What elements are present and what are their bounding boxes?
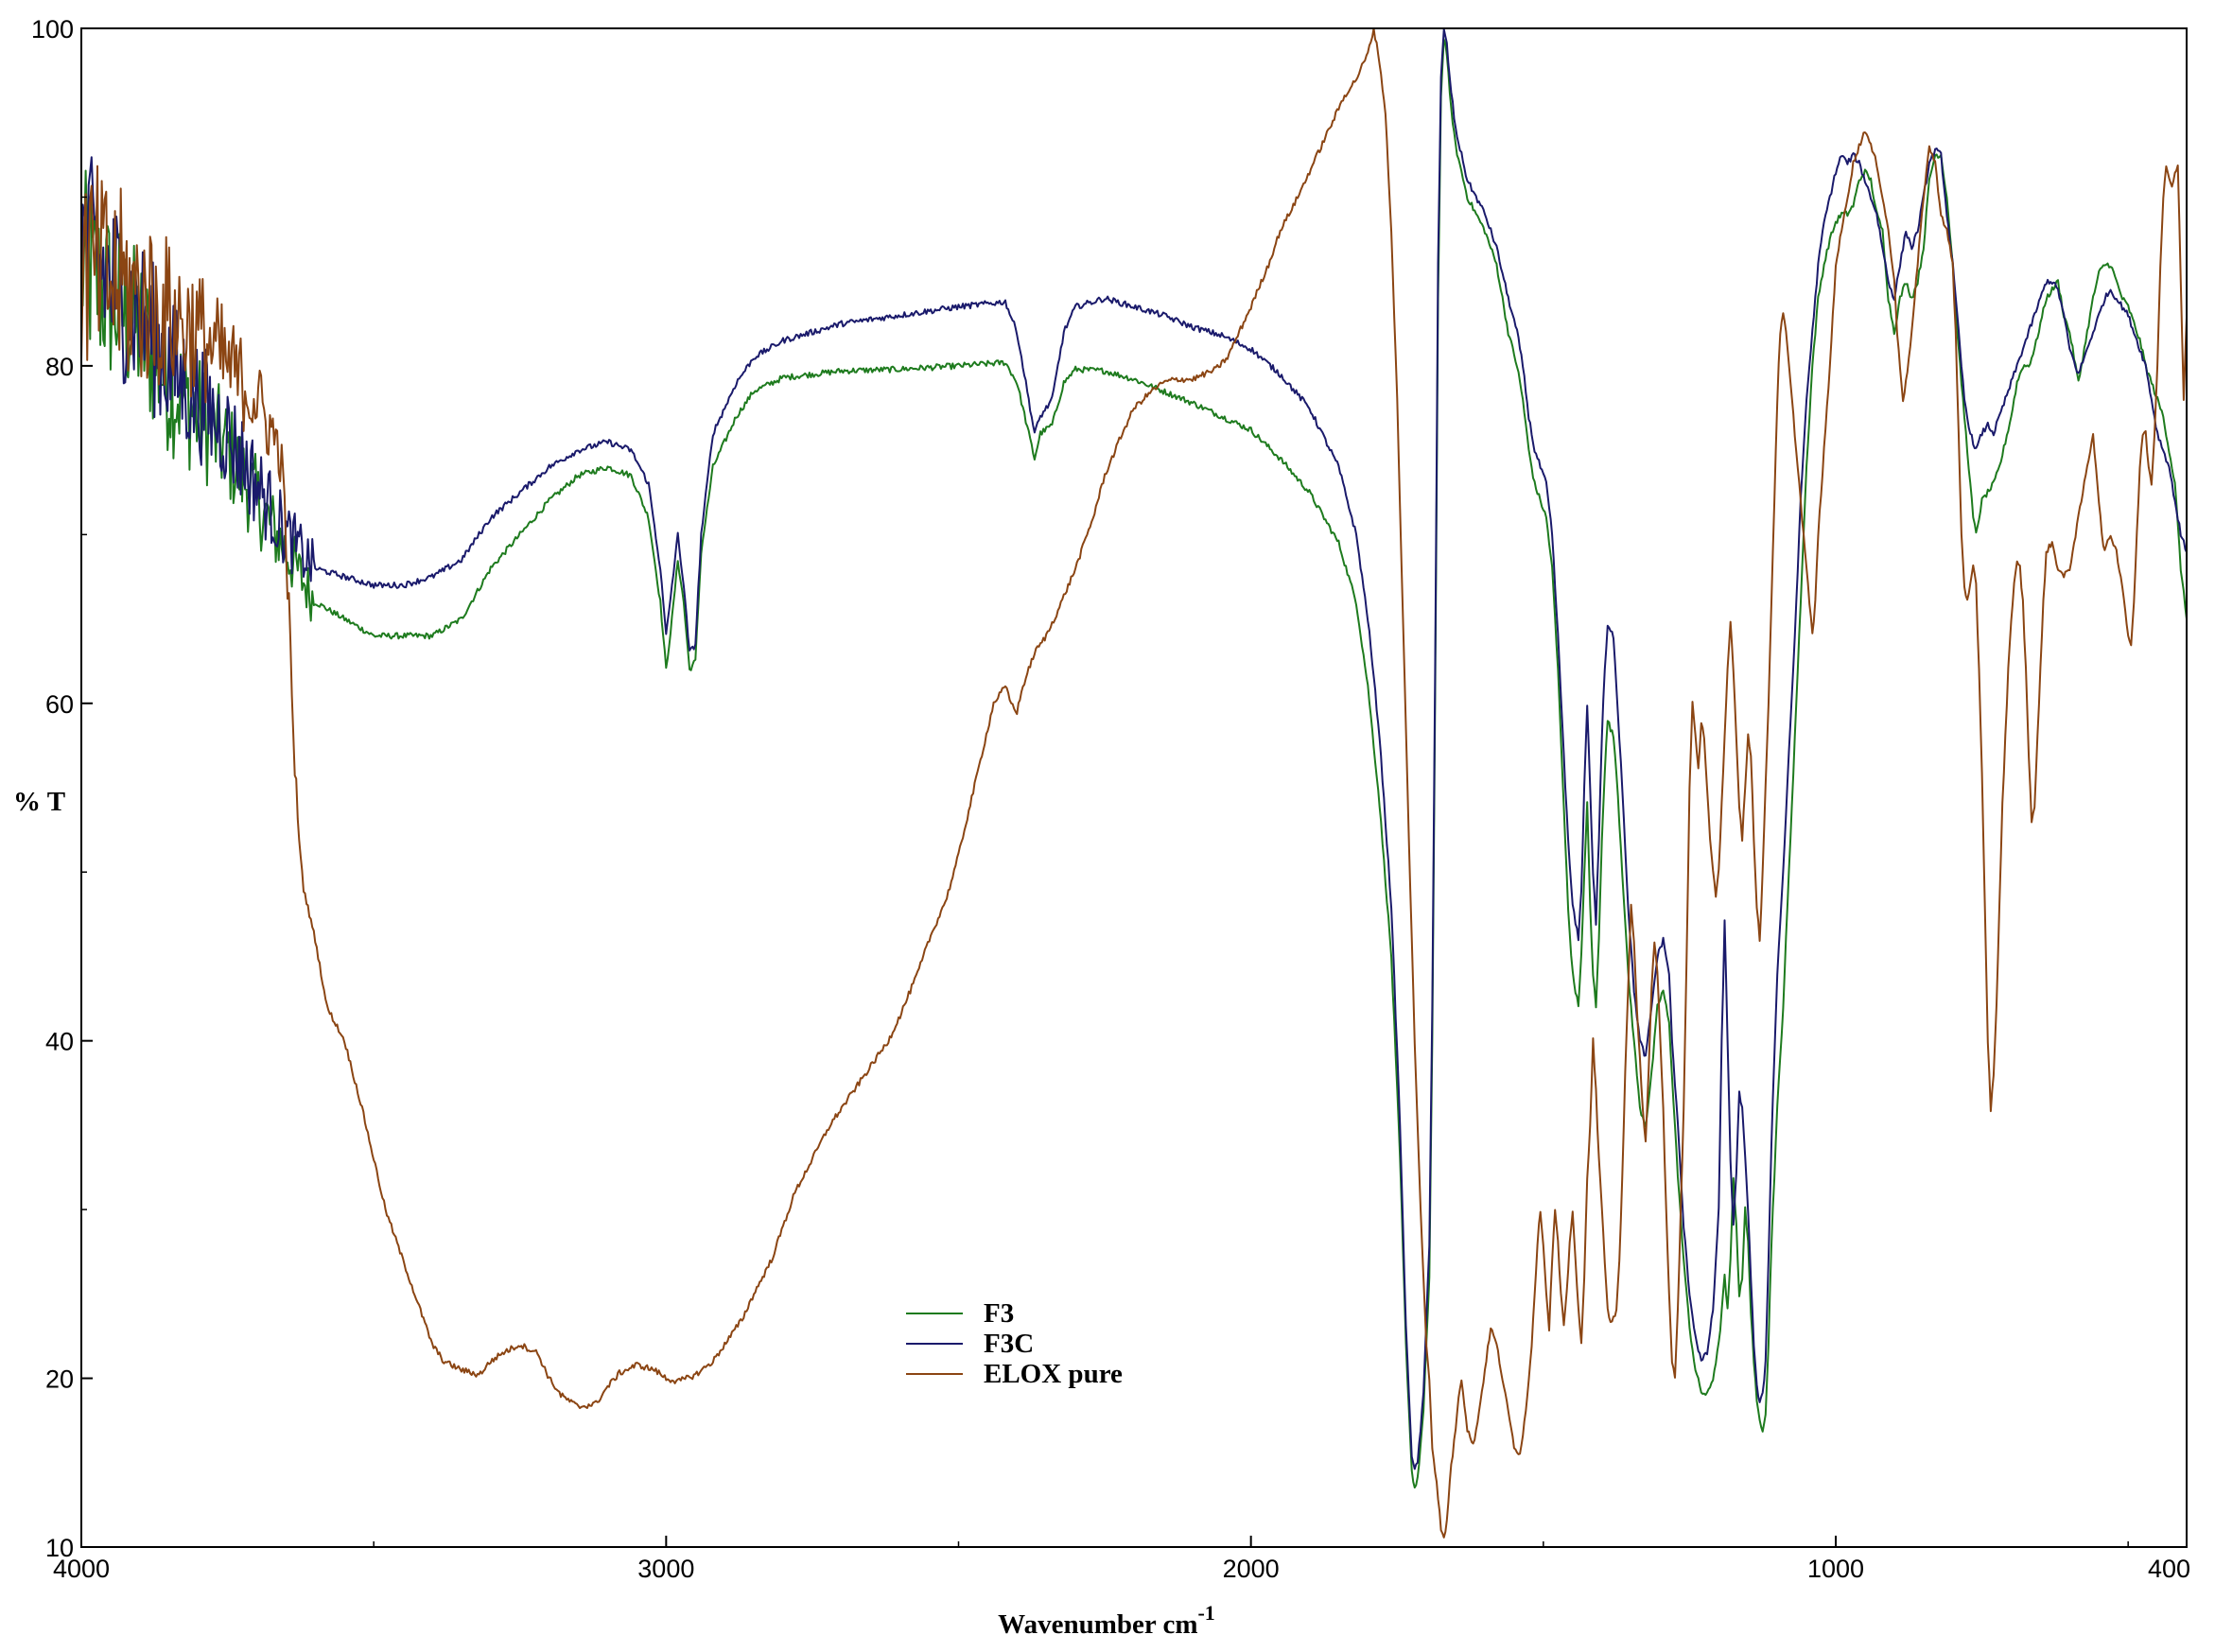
x-axis-title: Wavenumber cm-1 — [998, 1601, 1215, 1640]
y-tick-label: 10 — [45, 1534, 74, 1562]
y-tick-label: 80 — [45, 353, 74, 381]
series-line-elox-pure — [80, 27, 2188, 1539]
x-tick-label: 3000 — [637, 1555, 694, 1583]
x-tick-label: 2000 — [1223, 1555, 1280, 1583]
x-axis-title-superscript: -1 — [1197, 1601, 1214, 1625]
x-tick-label: 4000 — [53, 1555, 110, 1583]
legend-label-f3: F3 — [984, 1298, 1014, 1329]
legend-label-f3c: F3C — [984, 1329, 1034, 1359]
series-line-f3 — [80, 38, 2188, 1489]
plot-frame — [80, 27, 2188, 1548]
series-line-f3c — [80, 28, 2188, 1470]
x-tick-label: 1000 — [1807, 1555, 1864, 1583]
y-tick-label: 100 — [31, 15, 74, 43]
y-tick-label: 40 — [45, 1028, 74, 1056]
y-tick-label: 60 — [45, 690, 74, 719]
series-layer — [80, 27, 2188, 1539]
x-tick-label: 400 — [2148, 1555, 2190, 1583]
axis-layer: 4000 3000 2000 1000 400 100 80 60 40 20 10 — [31, 15, 2190, 1583]
y-axis-title: % T — [13, 787, 65, 817]
legend: F3 F3C ELOX pure — [906, 1298, 1123, 1389]
legend-label-elox: ELOX pure — [984, 1359, 1123, 1389]
y-tick-label: 20 — [45, 1365, 74, 1394]
x-axis-title-main: Wavenumber cm — [998, 1609, 1197, 1640]
